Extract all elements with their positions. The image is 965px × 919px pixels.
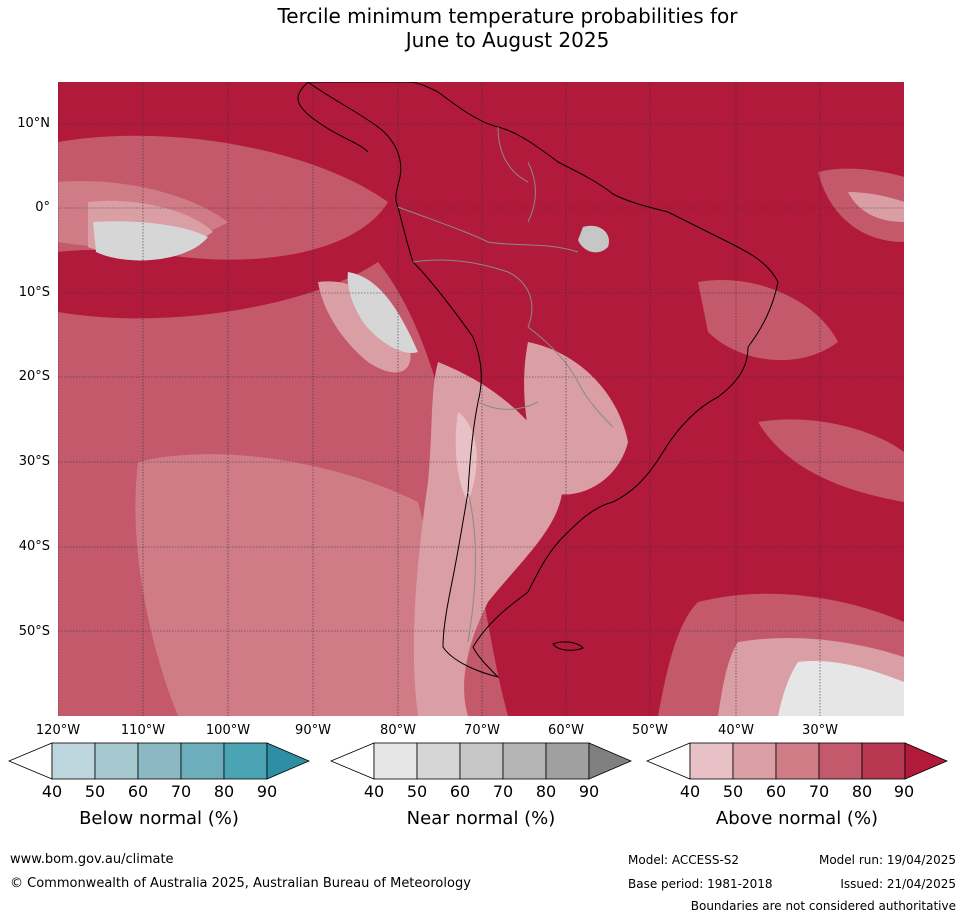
above-tick-70: 70 [808,782,830,801]
above-tick-60: 60 [765,782,787,801]
lon-label-110w: 110°W [120,723,166,738]
colorbar-above-normal-swatches [645,742,949,780]
website-link[interactable]: www.bom.gov.au/climate [10,852,174,867]
title-line-1: Tercile minimum temperature probabilitie… [277,4,738,28]
below-tick-70: 70 [170,782,192,801]
below-normal-title: Below normal (%) [79,808,239,829]
lon-label-80w: 80°W [380,723,416,738]
above-normal-title: Above normal (%) [715,808,879,829]
lon-label-90w: 90°W [295,723,331,738]
disclaimer-text: Boundaries are not considered authoritat… [690,899,956,913]
below-tick-40: 40 [41,782,63,801]
above-tick-90: 90 [893,782,915,801]
lon-label-30w: 30°W [802,723,838,738]
above-tick-80: 80 [851,782,873,801]
lat-label-0: 0° [35,200,50,215]
lat-label-50s: 50°S [18,624,50,639]
below-tick-50: 50 [84,782,106,801]
probability-map [58,82,904,716]
colorbar-below-normal [7,742,311,784]
lon-label-50w: 50°W [632,723,668,738]
near-normal-title: Near normal (%) [406,808,556,829]
issued-text: Issued: 21/04/2025 [840,877,956,891]
lat-label-10n: 10°N [17,116,50,131]
above-tick-40: 40 [679,782,701,801]
colorbar-above-normal [645,742,949,784]
base-period-text: Base period: 1981-2018 [628,877,773,891]
colorbar-near-normal-swatches [329,742,633,780]
near-tick-90: 90 [578,782,600,801]
near-tick-80: 80 [535,782,557,801]
lon-label-40w: 40°W [718,723,754,738]
near-tick-60: 60 [449,782,471,801]
lat-label-10s: 10°S [18,285,50,300]
copyright-text: © Commonwealth of Australia 2025, Austra… [10,876,471,891]
lon-label-100w: 100°W [205,723,251,738]
near-tick-40: 40 [363,782,385,801]
model-text: Model: ACCESS-S2 [628,853,740,867]
lon-label-70w: 70°W [464,723,500,738]
colorbar-near-normal [329,742,633,784]
colorbar-below-normal-swatches [7,742,311,780]
near-tick-50: 50 [406,782,428,801]
lon-label-60w: 60°W [548,723,584,738]
title-line-2: June to August 2025 [405,28,610,52]
below-tick-90: 90 [256,782,278,801]
lon-label-120w: 120°W [35,723,81,738]
above-tick-50: 50 [722,782,744,801]
lat-label-40s: 40°S [18,539,50,554]
map-title: Tercile minimum temperature probabilitie… [0,4,965,52]
near-tick-70: 70 [492,782,514,801]
lat-label-30s: 30°S [18,454,50,469]
below-tick-60: 60 [127,782,149,801]
model-run-text: Model run: 19/04/2025 [818,853,956,867]
lat-label-20s: 20°S [18,369,50,384]
below-tick-80: 80 [213,782,235,801]
